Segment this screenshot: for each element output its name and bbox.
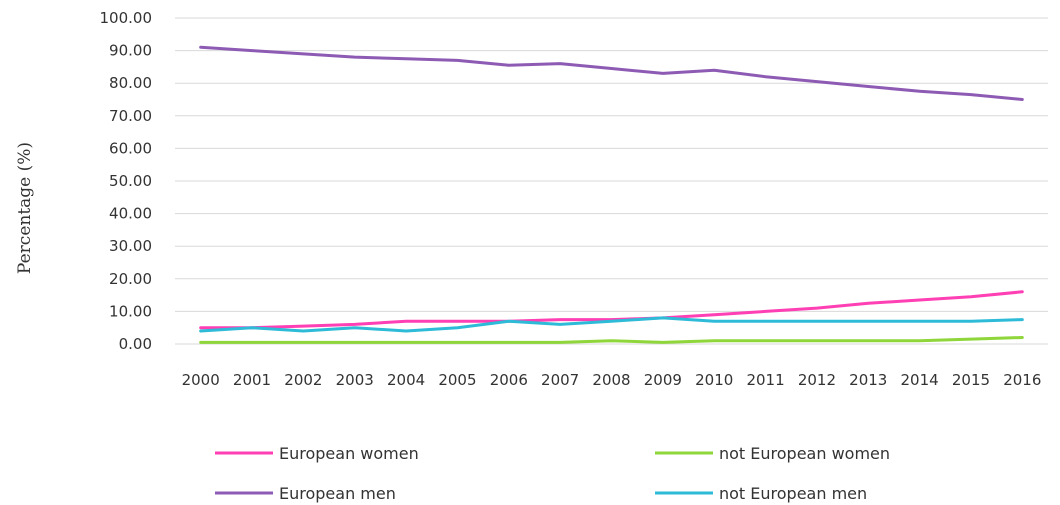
y-tick-label: 60.00: [109, 139, 152, 157]
y-axis-ticks: 0.00 10.00 20.00 30.00 40.00 50.00 60.00 70.00 8…: [100, 9, 153, 353]
legend: European women not European women European…: [215, 444, 890, 503]
legend-item: European women: [215, 444, 419, 463]
legend-label: European women: [279, 444, 419, 463]
series-line-european-women: [199, 290, 1024, 330]
x-tick-label: 2001: [233, 371, 271, 389]
y-axis-label: Percentage (%): [15, 142, 35, 274]
y-tick-label: 70.00: [109, 107, 152, 125]
y-tick-label: 20.00: [109, 270, 152, 288]
x-tick-label: 2007: [541, 371, 579, 389]
x-tick-label: 2016: [1003, 371, 1041, 389]
x-tick-label: 2015: [952, 371, 990, 389]
x-tick-label: 2000: [182, 371, 220, 389]
legend-item: not European men: [655, 484, 867, 503]
series-line-european-men: [199, 45, 1024, 101]
legend-label: not European women: [719, 444, 890, 463]
y-tick-label: 50.00: [109, 172, 152, 190]
x-tick-label: 2005: [438, 371, 476, 389]
y-tick-label: 80.00: [109, 74, 152, 92]
x-axis-ticks: 2000 2001 2002 2003 2004 2005 2006 2007 2008 2009…: [182, 371, 1042, 389]
x-tick-label: 2011: [746, 371, 784, 389]
legend-item: not European women: [655, 444, 890, 463]
x-tick-label: 2014: [901, 371, 939, 389]
y-tick-label: 40.00: [109, 205, 152, 223]
x-tick-label: 2006: [490, 371, 528, 389]
x-tick-label: 2013: [849, 371, 887, 389]
gridlines: [175, 17, 1048, 345]
y-tick-label: 90.00: [109, 42, 152, 60]
x-tick-label: 2008: [592, 371, 630, 389]
series-lines: [199, 45, 1024, 344]
x-tick-label: 2012: [798, 371, 836, 389]
x-tick-label: 2002: [284, 371, 322, 389]
series-line-not-european-women: [199, 336, 1024, 344]
legend-label: European men: [279, 484, 396, 503]
y-tick-label: 100.00: [100, 9, 153, 27]
x-tick-label: 2003: [336, 371, 374, 389]
x-tick-label: 2010: [695, 371, 733, 389]
y-tick-label: 0.00: [119, 335, 152, 353]
x-tick-label: 2004: [387, 371, 425, 389]
legend-label: not European men: [719, 484, 867, 503]
y-tick-label: 10.00: [109, 302, 152, 320]
series-line-not-european-men: [199, 316, 1024, 333]
y-tick-label: 30.00: [109, 237, 152, 255]
x-tick-label: 2009: [644, 371, 682, 389]
legend-item: European men: [215, 484, 396, 503]
